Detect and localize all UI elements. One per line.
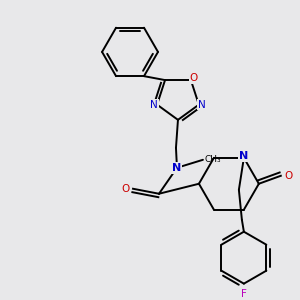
Text: O: O (285, 171, 293, 181)
Text: N: N (172, 163, 182, 173)
Text: O: O (190, 73, 198, 83)
Text: CH₃: CH₃ (205, 155, 222, 164)
Text: F: F (241, 289, 247, 298)
Text: N: N (239, 151, 248, 161)
Text: O: O (121, 184, 129, 194)
Text: N: N (150, 100, 158, 110)
Text: N: N (198, 100, 206, 110)
